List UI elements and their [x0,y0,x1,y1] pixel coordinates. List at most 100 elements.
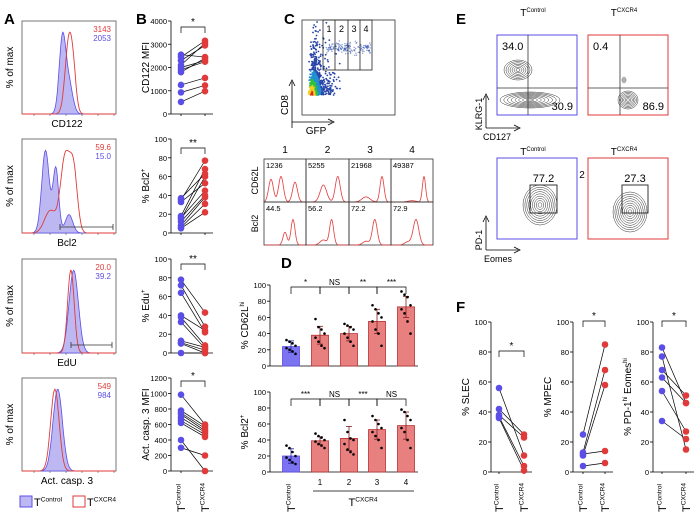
event-dot [327,85,329,88]
event-dot [367,44,369,46]
cell-histogram [350,175,390,203]
pair-line [180,197,206,226]
event-dot [325,89,328,92]
event-dot [338,43,340,46]
pair-line [498,417,525,471]
event-dot [316,83,318,86]
event-dot [354,40,356,42]
pair-line [180,414,206,431]
label-part: T [494,505,506,512]
event-dot [362,46,365,49]
data-point [314,432,317,435]
event-dot [313,92,315,95]
data-point [406,295,409,299]
column-header: 1 [282,145,288,156]
event-dot [310,84,313,86]
event-dot [344,45,346,47]
cell-histogram [392,219,432,246]
data-point [400,408,403,411]
y-tick-label: 40 [258,330,266,339]
x-tick-label: 4 [404,478,409,487]
control-point [177,276,185,283]
data-point [374,328,377,331]
pd1-eomes-plot-control: 77.2 TControl [496,147,578,240]
data-point [343,418,346,422]
event-dot [328,72,331,74]
data-point [317,325,320,329]
y-tick-label: 100 [154,135,167,144]
y-tick-label: 60 [159,293,167,302]
superscript: Control [657,483,664,505]
gate-box [322,19,373,71]
contour-line [622,202,638,222]
contour-line [507,62,529,78]
y-tick-label: 40 [258,436,266,445]
data-point [294,462,297,466]
event-dot [323,78,325,81]
event-dot [338,62,341,65]
data-point [320,436,323,439]
cxcr4-point [682,399,690,407]
event-dot [312,87,315,90]
label-part: Act. casp. 3 MFI [141,388,152,460]
control-point [658,353,666,360]
event-dot [317,50,320,53]
data-point [406,414,409,418]
event-dot [308,68,311,71]
data-point [409,303,412,307]
data-point [288,340,291,344]
event-dot [320,86,323,89]
data-point [352,344,355,348]
event-dot [308,79,311,82]
y-axis-label: % Bcl2+ [141,168,152,203]
cell-histogram [307,218,348,246]
x-label-cxcr4: TCXCR4 [681,483,693,512]
event-dot [331,48,333,51]
data-point [291,350,294,353]
event-dot [338,80,341,82]
event-dot [314,44,317,47]
y-tick-label: 100 [154,255,167,264]
data-point [380,316,383,319]
significance-bracket [180,26,206,33]
pair-line [661,377,687,404]
y-tick-label: 60 [561,378,569,387]
data-point [380,344,383,348]
event-dot [313,77,315,80]
event-dot [317,94,319,96]
event-dot [313,61,316,63]
y-axis-label: CD122 MFI [141,42,152,93]
event-dot [325,47,327,49]
event-dot [369,47,371,49]
data-point [349,437,352,440]
data-point [317,434,320,438]
panel-letter-d: D [281,255,292,272]
pair-line [180,439,206,472]
event-dot [332,89,334,91]
cxcr4-point [201,39,209,47]
significance-label: *** [358,390,367,399]
cxcr4-point [201,179,209,187]
cxcr4-point [520,452,528,459]
data-point [320,444,323,447]
cell-histogram [265,218,305,246]
significance-label: * [510,341,514,352]
event-dot [317,68,319,71]
stray-label: 2 [579,170,585,181]
event-dot [329,86,332,89]
plot-title: TCXCR4 [611,8,638,19]
cxcr4-point [520,434,528,441]
event-dot [319,29,321,31]
x-tick-label: 1 [318,478,323,487]
row-label: Bcl2 [250,215,260,233]
legend-cxcr4-label: TCXCR4 [87,497,116,509]
superscript: Control [286,483,293,505]
chart-bcl2-percent: 0 20 40 60 80 100 ** % Bcl2+ [141,135,213,238]
event-dot [315,30,317,33]
y-tick-label: 80 [258,297,266,306]
data-point [317,442,320,446]
y-axis-label: % of max [5,285,16,327]
